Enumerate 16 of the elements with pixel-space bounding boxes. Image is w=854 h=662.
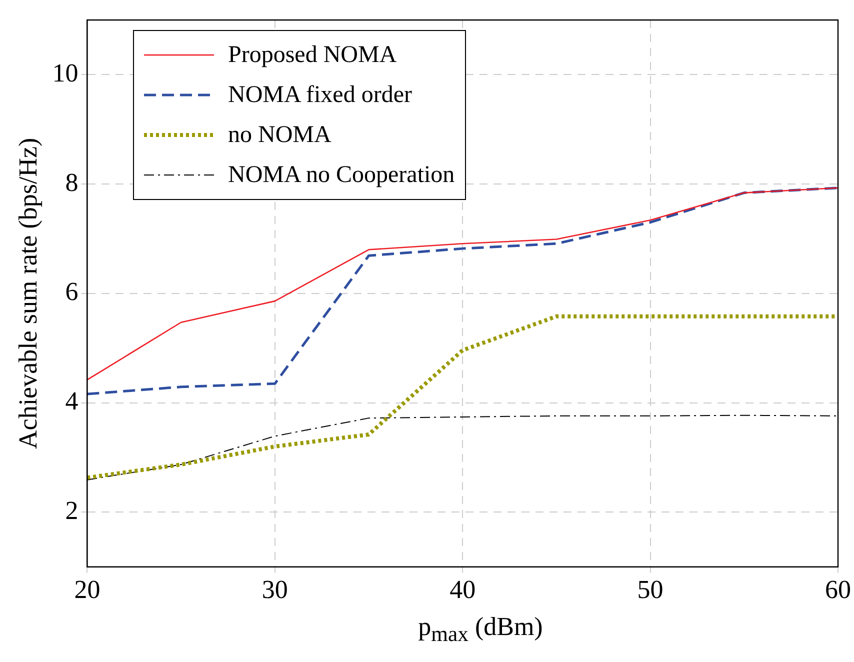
y-tick-label: 6 [65,277,78,306]
y-axis-title: Achievable sum rate (bps/Hz) [13,138,42,449]
legend-label: Proposed NOMA [228,42,397,68]
x-tick-label: 20 [74,575,100,604]
legend-label: NOMA fixed order [228,82,412,108]
y-tick-label: 4 [65,386,78,416]
legend-label: no NOMA [228,122,332,148]
x-tick-label: 60 [825,575,851,604]
y-tick-label: 10 [52,58,78,88]
x-tick-label: 40 [450,575,476,604]
y-tick-label: 8 [65,168,78,197]
legend-label: NOMA no Cooperation [228,162,455,188]
x-tick-label: 30 [262,575,288,604]
x-axis-title: p$_{max}$ (dBm) [417,612,544,648]
y-tick-label: 2 [65,496,78,525]
x-tick-label: 50 [637,575,664,604]
